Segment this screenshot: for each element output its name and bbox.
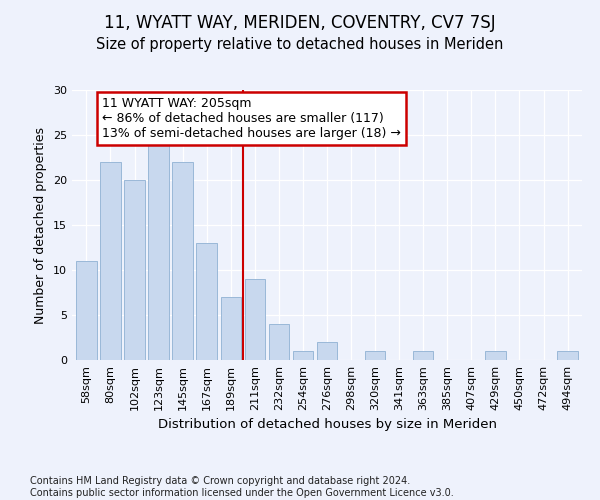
Bar — [317, 342, 337, 360]
Bar — [196, 243, 217, 360]
Bar — [100, 162, 121, 360]
Bar — [124, 180, 145, 360]
Bar — [76, 261, 97, 360]
Text: 11, WYATT WAY, MERIDEN, COVENTRY, CV7 7SJ: 11, WYATT WAY, MERIDEN, COVENTRY, CV7 7S… — [104, 14, 496, 32]
Bar — [413, 351, 433, 360]
Bar — [557, 351, 578, 360]
Bar — [269, 324, 289, 360]
Bar — [485, 351, 506, 360]
Bar — [245, 279, 265, 360]
Bar — [365, 351, 385, 360]
Y-axis label: Number of detached properties: Number of detached properties — [34, 126, 47, 324]
Bar — [172, 162, 193, 360]
Bar — [221, 297, 241, 360]
Text: Size of property relative to detached houses in Meriden: Size of property relative to detached ho… — [97, 38, 503, 52]
Text: Contains HM Land Registry data © Crown copyright and database right 2024.
Contai: Contains HM Land Registry data © Crown c… — [30, 476, 454, 498]
Bar — [293, 351, 313, 360]
Text: 11 WYATT WAY: 205sqm
← 86% of detached houses are smaller (117)
13% of semi-deta: 11 WYATT WAY: 205sqm ← 86% of detached h… — [102, 97, 401, 140]
X-axis label: Distribution of detached houses by size in Meriden: Distribution of detached houses by size … — [157, 418, 497, 432]
Bar — [148, 144, 169, 360]
